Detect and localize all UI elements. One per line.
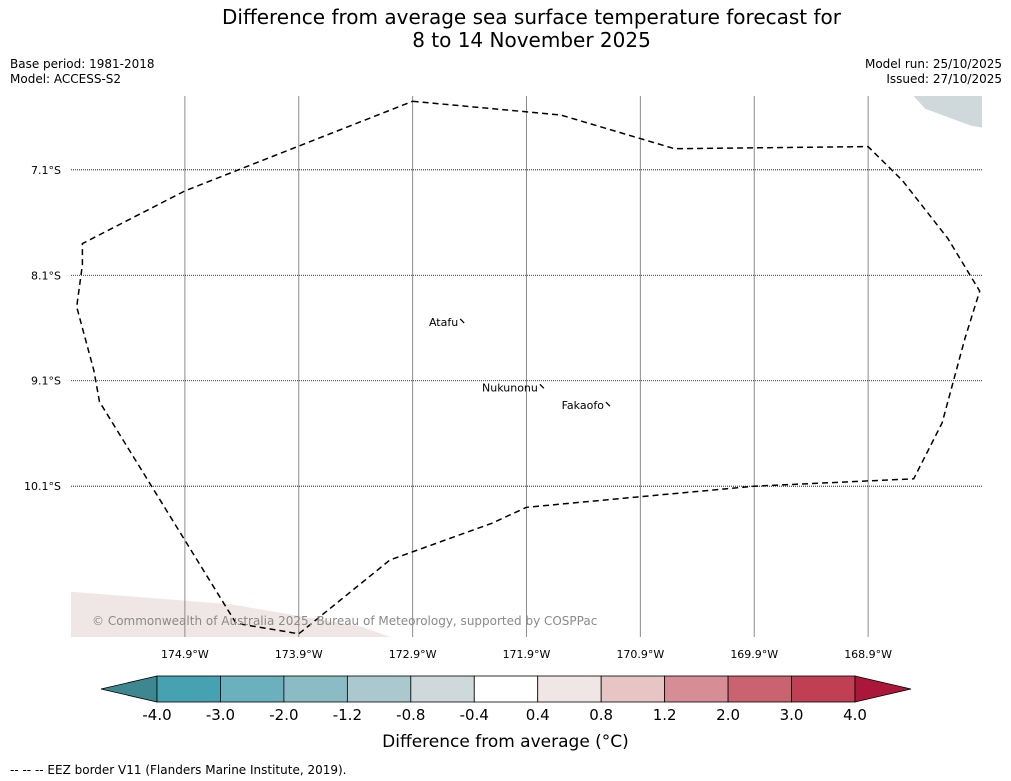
- place-label: Fakaofo: [562, 399, 605, 412]
- colorbar-tick-label: -0.8: [396, 706, 425, 724]
- title-line-2: 8 to 14 November 2025: [412, 28, 651, 52]
- lon-tick-label: 169.9°W: [730, 648, 778, 661]
- colorbar-segment-0: [156, 675, 221, 703]
- colorbar-segment-9: [727, 675, 792, 703]
- colorbar-tick-label: -0.4: [460, 706, 489, 724]
- place-label: Nukunonu: [482, 381, 538, 394]
- title-line-1: Difference from average sea surface temp…: [221, 5, 841, 29]
- lat-tick-label: 7.1°S: [31, 164, 61, 177]
- lat-tick-label: 10.1°S: [24, 480, 61, 493]
- colorbar-segment-4: [410, 675, 475, 703]
- colorbar-label: Difference from average (°C): [382, 732, 629, 752]
- lon-tick-label: 168.9°W: [844, 648, 892, 661]
- lon-tick-label: 172.9°W: [389, 648, 437, 661]
- colorbar-segment-7: [600, 675, 666, 703]
- lat-tick-label: 8.1°S: [31, 269, 61, 282]
- issued-date: Issued: 27/10/2025: [886, 72, 1002, 86]
- lon-tick-label: 173.9°W: [275, 648, 323, 661]
- colorbar-tick-label: 1.2: [653, 706, 677, 724]
- colorbar-tick-label: 0.4: [526, 706, 550, 724]
- colorbar-tick-label: -2.0: [269, 706, 298, 724]
- copyright-credit: © Commonwealth of Australia 2025, Bureau…: [92, 614, 598, 628]
- base-period: Base period: 1981-2018: [10, 57, 155, 71]
- colorbar-over-extension: [854, 675, 912, 703]
- place-label: Atafu: [429, 316, 458, 329]
- eez-border: [75, 100, 981, 635]
- colorbar-segment-10: [791, 675, 856, 703]
- island-mark-2: [605, 401, 611, 407]
- colorbar-tick-label: 0.8: [589, 706, 613, 724]
- colorbar-tick-label: 4.0: [843, 706, 867, 724]
- lon-tick-label: 174.9°W: [161, 648, 209, 661]
- anomaly-patch-0: [913, 96, 982, 128]
- lon-tick-label: 171.9°W: [503, 648, 551, 661]
- meta-left: Base period: 1981-2018 Model: ACCESS-S2: [10, 57, 155, 87]
- lat-tick-label: 9.1°S: [31, 375, 61, 388]
- colorbar-segment-2: [283, 675, 348, 703]
- island-mark-1: [539, 383, 545, 389]
- island-mark-0: [459, 318, 465, 324]
- model-name: Model: ACCESS-S2: [10, 72, 122, 86]
- colorbar-segment-5: [473, 675, 539, 703]
- colorbar-segment-8: [664, 675, 729, 703]
- colorbar-tick-label: -1.2: [333, 706, 362, 724]
- chart-title: Difference from average sea surface temp…: [0, 6, 1011, 52]
- colorbar-segment-1: [220, 675, 285, 703]
- colorbar-tick-label: -3.0: [206, 706, 235, 724]
- meta-right: Model run: 25/10/2025 Issued: 27/10/2025: [865, 57, 1002, 87]
- colorbar-tick-label: 3.0: [780, 706, 804, 724]
- colorbar-segment-6: [537, 675, 602, 703]
- colorbar-segment-3: [346, 675, 412, 703]
- lon-tick-label: 170.9°W: [616, 648, 664, 661]
- model-run: Model run: 25/10/2025: [864, 57, 1002, 71]
- colorbar-tick-label: 2.0: [716, 706, 740, 724]
- colorbar-under-extension: [100, 675, 158, 703]
- eez-legend-note: -- -- -- EEZ border V11 (Flanders Marine…: [10, 763, 347, 777]
- colorbar-tick-label: -4.0: [142, 706, 171, 724]
